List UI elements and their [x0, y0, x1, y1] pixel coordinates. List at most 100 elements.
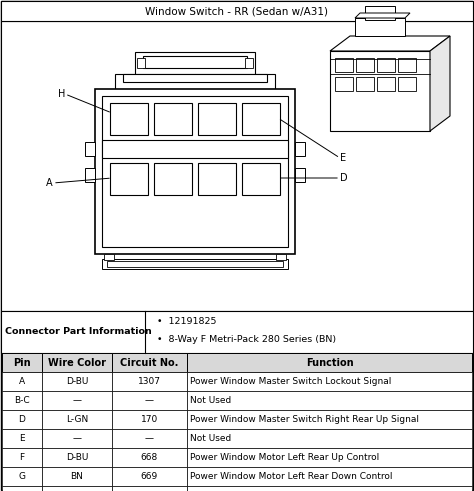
- Text: L-GN: L-GN: [66, 415, 88, 424]
- Text: —: —: [73, 434, 82, 443]
- Bar: [42, 467, 112, 486]
- Bar: [112, 429, 187, 448]
- Bar: [2, 353, 42, 372]
- Bar: [330, 51, 430, 131]
- Bar: [1, 311, 473, 353]
- Bar: [356, 58, 374, 72]
- Polygon shape: [355, 13, 410, 18]
- Bar: [104, 254, 114, 260]
- Bar: [42, 391, 112, 410]
- Text: Not Used: Not Used: [190, 396, 231, 405]
- Bar: [295, 142, 305, 156]
- Bar: [276, 254, 286, 260]
- Bar: [398, 77, 416, 91]
- Bar: [112, 467, 187, 486]
- Text: Pin: Pin: [13, 357, 31, 367]
- Bar: [295, 168, 305, 182]
- Bar: [137, 58, 145, 68]
- Bar: [42, 410, 112, 429]
- Text: Circuit No.: Circuit No.: [120, 357, 179, 367]
- Text: Power Window Master Switch Lockout Signal: Power Window Master Switch Lockout Signa…: [190, 377, 392, 386]
- Bar: [356, 77, 374, 91]
- Text: B-C: B-C: [14, 396, 30, 405]
- Bar: [42, 486, 112, 491]
- Bar: [2, 429, 42, 448]
- Bar: [154, 103, 192, 135]
- Bar: [377, 77, 395, 91]
- Bar: [112, 486, 187, 491]
- Bar: [1, 21, 473, 311]
- Polygon shape: [330, 36, 450, 51]
- Bar: [335, 77, 353, 91]
- Bar: [143, 56, 247, 68]
- Text: D: D: [340, 173, 347, 183]
- Bar: [85, 168, 95, 182]
- Text: Window Switch - RR (Sedan w/A31): Window Switch - RR (Sedan w/A31): [146, 6, 328, 16]
- Bar: [335, 58, 353, 72]
- Bar: [107, 261, 283, 267]
- Text: 1307: 1307: [138, 377, 161, 386]
- Bar: [187, 353, 472, 372]
- Text: Power Window Motor Left Rear Up Control: Power Window Motor Left Rear Up Control: [190, 453, 379, 462]
- Text: H: H: [58, 89, 65, 99]
- Text: Function: Function: [306, 357, 353, 367]
- Text: 170: 170: [141, 415, 158, 424]
- Bar: [102, 259, 288, 269]
- Bar: [42, 429, 112, 448]
- Bar: [242, 103, 280, 135]
- Text: 668: 668: [141, 453, 158, 462]
- Bar: [2, 391, 42, 410]
- Bar: [95, 89, 295, 254]
- Bar: [245, 58, 253, 68]
- Bar: [2, 486, 42, 491]
- Bar: [112, 372, 187, 391]
- Bar: [242, 163, 280, 195]
- Bar: [42, 353, 112, 372]
- Bar: [135, 52, 255, 74]
- Bar: [2, 467, 42, 486]
- Text: D: D: [18, 415, 26, 424]
- Bar: [355, 18, 405, 36]
- Bar: [102, 96, 288, 247]
- Text: Wire Color: Wire Color: [48, 357, 106, 367]
- Bar: [2, 448, 42, 467]
- Bar: [2, 372, 42, 391]
- Bar: [112, 391, 187, 410]
- Text: •  12191825: • 12191825: [157, 318, 217, 327]
- Text: A: A: [46, 178, 53, 188]
- Bar: [85, 142, 95, 156]
- Bar: [110, 103, 148, 135]
- Bar: [187, 467, 472, 486]
- Text: G: G: [18, 472, 26, 481]
- Text: D-BU: D-BU: [66, 453, 88, 462]
- Bar: [365, 6, 395, 20]
- Bar: [110, 163, 148, 195]
- Bar: [115, 74, 275, 89]
- Bar: [42, 372, 112, 391]
- Bar: [112, 353, 187, 372]
- Text: —: —: [145, 396, 154, 405]
- Bar: [187, 486, 472, 491]
- Text: D-BU: D-BU: [66, 377, 88, 386]
- Bar: [398, 58, 416, 72]
- Bar: [198, 163, 236, 195]
- Bar: [187, 448, 472, 467]
- Bar: [187, 410, 472, 429]
- Text: —: —: [73, 396, 82, 405]
- Text: 669: 669: [141, 472, 158, 481]
- Text: Power Window Motor Left Rear Down Control: Power Window Motor Left Rear Down Contro…: [190, 472, 392, 481]
- Bar: [112, 410, 187, 429]
- Bar: [187, 372, 472, 391]
- Text: •  8-Way F Metri-Pack 280 Series (BN): • 8-Way F Metri-Pack 280 Series (BN): [157, 335, 336, 345]
- Bar: [112, 448, 187, 467]
- Text: E: E: [340, 153, 346, 163]
- Bar: [187, 429, 472, 448]
- Bar: [1, 1, 473, 21]
- Text: —: —: [145, 434, 154, 443]
- Bar: [187, 391, 472, 410]
- Text: Connector Part Information: Connector Part Information: [5, 327, 152, 336]
- Text: F: F: [19, 453, 25, 462]
- Bar: [2, 410, 42, 429]
- Bar: [123, 74, 267, 82]
- Text: Power Window Master Switch Right Rear Up Signal: Power Window Master Switch Right Rear Up…: [190, 415, 419, 424]
